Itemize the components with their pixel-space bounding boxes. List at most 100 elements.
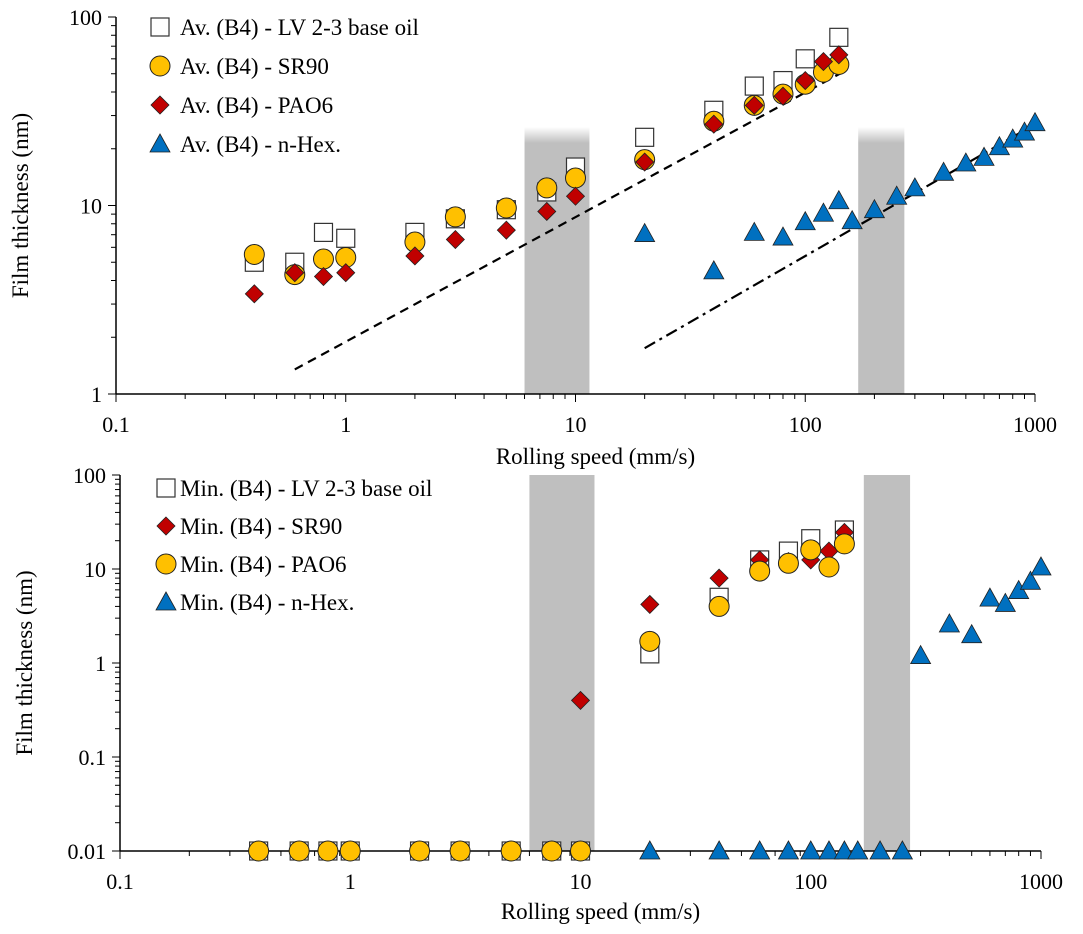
data-point	[744, 95, 764, 115]
data-point	[708, 595, 730, 617]
y-tick-label: 10	[84, 557, 106, 582]
data-point	[800, 539, 822, 561]
data-point	[794, 210, 816, 231]
y-tick-label: 100	[69, 5, 102, 30]
y-tick-label: 1	[91, 382, 102, 407]
data-point	[444, 206, 466, 228]
data-point	[1030, 556, 1052, 576]
data-point	[743, 221, 765, 241]
data-point	[773, 86, 793, 106]
data-point	[828, 189, 850, 210]
legend-label: Av. (B4) - LV 2-3 base oil	[180, 15, 419, 40]
data-point	[317, 840, 339, 862]
data-point	[994, 592, 1017, 612]
data-point	[703, 260, 725, 280]
data-point	[536, 177, 558, 199]
data-point	[640, 594, 660, 614]
data-point	[313, 222, 334, 242]
data-point	[405, 246, 425, 266]
data-point	[795, 49, 815, 69]
data-point	[1013, 121, 1036, 141]
data-point	[708, 840, 730, 860]
data-point	[904, 177, 926, 197]
data-point	[979, 587, 1001, 607]
data-point	[938, 613, 961, 633]
x-tick-label: 10	[565, 412, 587, 437]
data-point	[749, 560, 771, 582]
data-point	[409, 840, 431, 862]
data-point	[248, 840, 270, 862]
y-tick-label: 10	[80, 194, 102, 219]
shaded-region	[863, 475, 911, 851]
y-axis-title: Film thickness (nm)	[12, 570, 37, 755]
data-point	[1024, 111, 1046, 132]
x-axis-title: Rolling speed (mm/s)	[501, 899, 700, 924]
data-point	[243, 243, 265, 265]
data-point	[833, 840, 856, 860]
data-point	[812, 202, 835, 222]
legend-marker	[155, 553, 177, 575]
data-point	[909, 644, 932, 664]
data-point	[818, 556, 840, 578]
series-triangle	[633, 111, 1046, 280]
data-point	[748, 840, 771, 860]
legend: Av. (B4) - LV 2-3 base oil Av. (B4) - SR9…	[149, 15, 419, 157]
data-point	[744, 76, 764, 96]
chart-2: 0.1 1 10 100 1000 0.01 0.1 1 10 100 Rolling speed …	[12, 463, 1063, 924]
data-point	[833, 533, 855, 555]
legend-label: Av. (B4) - n-Hex.	[180, 132, 341, 157]
x-tick-label: 100	[789, 412, 822, 437]
data-point	[847, 840, 869, 860]
series-triangle	[639, 556, 1052, 860]
data-point	[961, 623, 983, 644]
data-point	[709, 568, 729, 588]
data-point	[813, 52, 834, 72]
series-diamond	[244, 45, 849, 304]
x-tick-label: 1	[340, 412, 351, 437]
data-point	[313, 266, 334, 287]
data-point	[495, 197, 517, 219]
data-point	[635, 152, 655, 172]
data-point	[639, 840, 661, 860]
y-tick-label: 0.1	[79, 745, 107, 770]
legend-label: Min. (B4) - LV 2-3 base oil	[180, 476, 432, 501]
data-point	[777, 552, 799, 574]
series-circle	[248, 533, 855, 862]
y-tick-label: 0.01	[68, 839, 107, 864]
data-point	[891, 840, 914, 860]
data-point	[445, 229, 465, 250]
data-point	[829, 45, 849, 65]
legend-label: Min. (B4) - n-Hex.	[180, 590, 354, 615]
data-point	[565, 167, 586, 189]
data-point	[570, 690, 591, 710]
data-point	[829, 27, 849, 47]
data-point	[336, 263, 356, 283]
data-point	[800, 840, 822, 860]
x-tick-label: 1000	[1019, 869, 1063, 894]
legend-label: Min. (B4) - SR90	[180, 514, 342, 539]
legend-label: Av. (B4) - SR90	[180, 54, 329, 79]
data-point	[541, 840, 563, 862]
x-tick-label: 0.1	[106, 869, 134, 894]
data-point	[885, 185, 908, 205]
data-point	[537, 201, 557, 222]
y-tick-label: 100	[73, 463, 106, 488]
data-point	[955, 152, 977, 172]
legend-label: Min. (B4) - PAO6	[180, 552, 347, 577]
data-point	[449, 840, 471, 862]
data-point	[841, 209, 863, 230]
data-point	[565, 186, 586, 206]
data-point	[312, 248, 334, 270]
x-tick-label: 1000	[1013, 412, 1057, 437]
data-point	[500, 840, 522, 862]
data-point	[288, 840, 310, 862]
data-point	[1019, 570, 1042, 590]
y-tick-label: 1	[95, 651, 106, 676]
data-point	[932, 161, 955, 181]
legend-marker	[149, 133, 171, 153]
dash-dot-fit-line	[644, 123, 1036, 350]
shaded-region	[529, 475, 595, 851]
data-point	[639, 630, 661, 652]
